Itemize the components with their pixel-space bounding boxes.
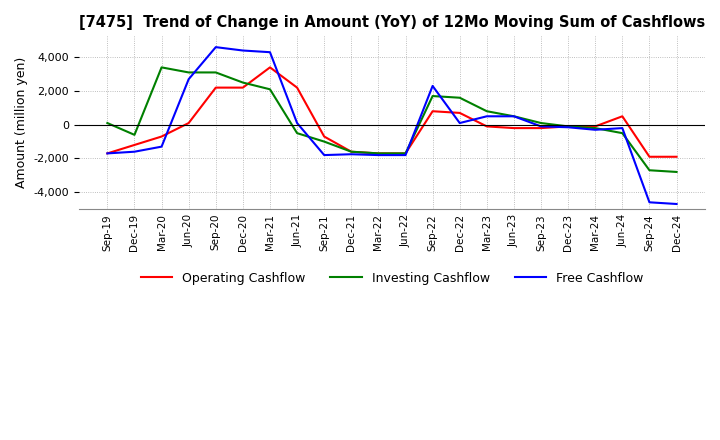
Free Cashflow bbox=[157, 144, 166, 149]
Free Cashflow bbox=[401, 152, 410, 158]
Investing Cashflow bbox=[401, 151, 410, 156]
Free Cashflow bbox=[428, 83, 437, 88]
Free Cashflow bbox=[591, 127, 600, 132]
Operating Cashflow bbox=[618, 114, 626, 119]
Investing Cashflow bbox=[564, 124, 572, 129]
Investing Cashflow bbox=[672, 169, 681, 175]
Investing Cashflow bbox=[482, 109, 491, 114]
Free Cashflow bbox=[618, 125, 626, 131]
Operating Cashflow bbox=[103, 151, 112, 156]
Free Cashflow bbox=[212, 44, 220, 50]
Free Cashflow bbox=[536, 124, 545, 129]
Free Cashflow bbox=[482, 114, 491, 119]
Operating Cashflow bbox=[157, 134, 166, 139]
Operating Cashflow bbox=[672, 154, 681, 159]
Free Cashflow bbox=[564, 125, 572, 130]
Operating Cashflow bbox=[347, 149, 356, 154]
Investing Cashflow bbox=[212, 70, 220, 75]
Operating Cashflow bbox=[212, 85, 220, 90]
Operating Cashflow bbox=[591, 124, 600, 129]
Line: Operating Cashflow: Operating Cashflow bbox=[107, 67, 677, 157]
Operating Cashflow bbox=[482, 124, 491, 129]
Operating Cashflow bbox=[130, 142, 139, 147]
Free Cashflow bbox=[320, 152, 328, 158]
Investing Cashflow bbox=[184, 70, 193, 75]
Free Cashflow bbox=[672, 202, 681, 207]
Free Cashflow bbox=[130, 149, 139, 154]
Free Cashflow bbox=[347, 152, 356, 157]
Investing Cashflow bbox=[510, 114, 518, 119]
Investing Cashflow bbox=[103, 121, 112, 126]
Operating Cashflow bbox=[374, 151, 383, 156]
Investing Cashflow bbox=[591, 125, 600, 131]
Free Cashflow bbox=[293, 121, 302, 126]
Operating Cashflow bbox=[536, 125, 545, 131]
Operating Cashflow bbox=[401, 151, 410, 156]
Investing Cashflow bbox=[320, 139, 328, 144]
Operating Cashflow bbox=[564, 124, 572, 129]
Investing Cashflow bbox=[645, 168, 654, 173]
Investing Cashflow bbox=[157, 65, 166, 70]
Free Cashflow bbox=[374, 152, 383, 158]
Free Cashflow bbox=[266, 50, 274, 55]
Investing Cashflow bbox=[536, 121, 545, 126]
Investing Cashflow bbox=[130, 132, 139, 137]
Line: Investing Cashflow: Investing Cashflow bbox=[107, 67, 677, 172]
Operating Cashflow bbox=[184, 121, 193, 126]
Investing Cashflow bbox=[618, 131, 626, 136]
Y-axis label: Amount (million yen): Amount (million yen) bbox=[15, 57, 28, 188]
Free Cashflow bbox=[645, 200, 654, 205]
Legend: Operating Cashflow, Investing Cashflow, Free Cashflow: Operating Cashflow, Investing Cashflow, … bbox=[135, 267, 648, 290]
Operating Cashflow bbox=[293, 85, 302, 90]
Operating Cashflow bbox=[455, 110, 464, 116]
Investing Cashflow bbox=[374, 151, 383, 156]
Operating Cashflow bbox=[320, 134, 328, 139]
Investing Cashflow bbox=[428, 93, 437, 99]
Free Cashflow bbox=[455, 121, 464, 126]
Free Cashflow bbox=[238, 48, 247, 53]
Free Cashflow bbox=[184, 77, 193, 82]
Line: Free Cashflow: Free Cashflow bbox=[107, 47, 677, 204]
Operating Cashflow bbox=[645, 154, 654, 159]
Operating Cashflow bbox=[266, 65, 274, 70]
Investing Cashflow bbox=[238, 80, 247, 85]
Investing Cashflow bbox=[455, 95, 464, 100]
Investing Cashflow bbox=[266, 87, 274, 92]
Title: [7475]  Trend of Change in Amount (YoY) of 12Mo Moving Sum of Cashflows: [7475] Trend of Change in Amount (YoY) o… bbox=[78, 15, 705, 30]
Operating Cashflow bbox=[238, 85, 247, 90]
Free Cashflow bbox=[103, 151, 112, 156]
Operating Cashflow bbox=[428, 109, 437, 114]
Operating Cashflow bbox=[510, 125, 518, 131]
Free Cashflow bbox=[510, 114, 518, 119]
Investing Cashflow bbox=[293, 131, 302, 136]
Investing Cashflow bbox=[347, 149, 356, 154]
